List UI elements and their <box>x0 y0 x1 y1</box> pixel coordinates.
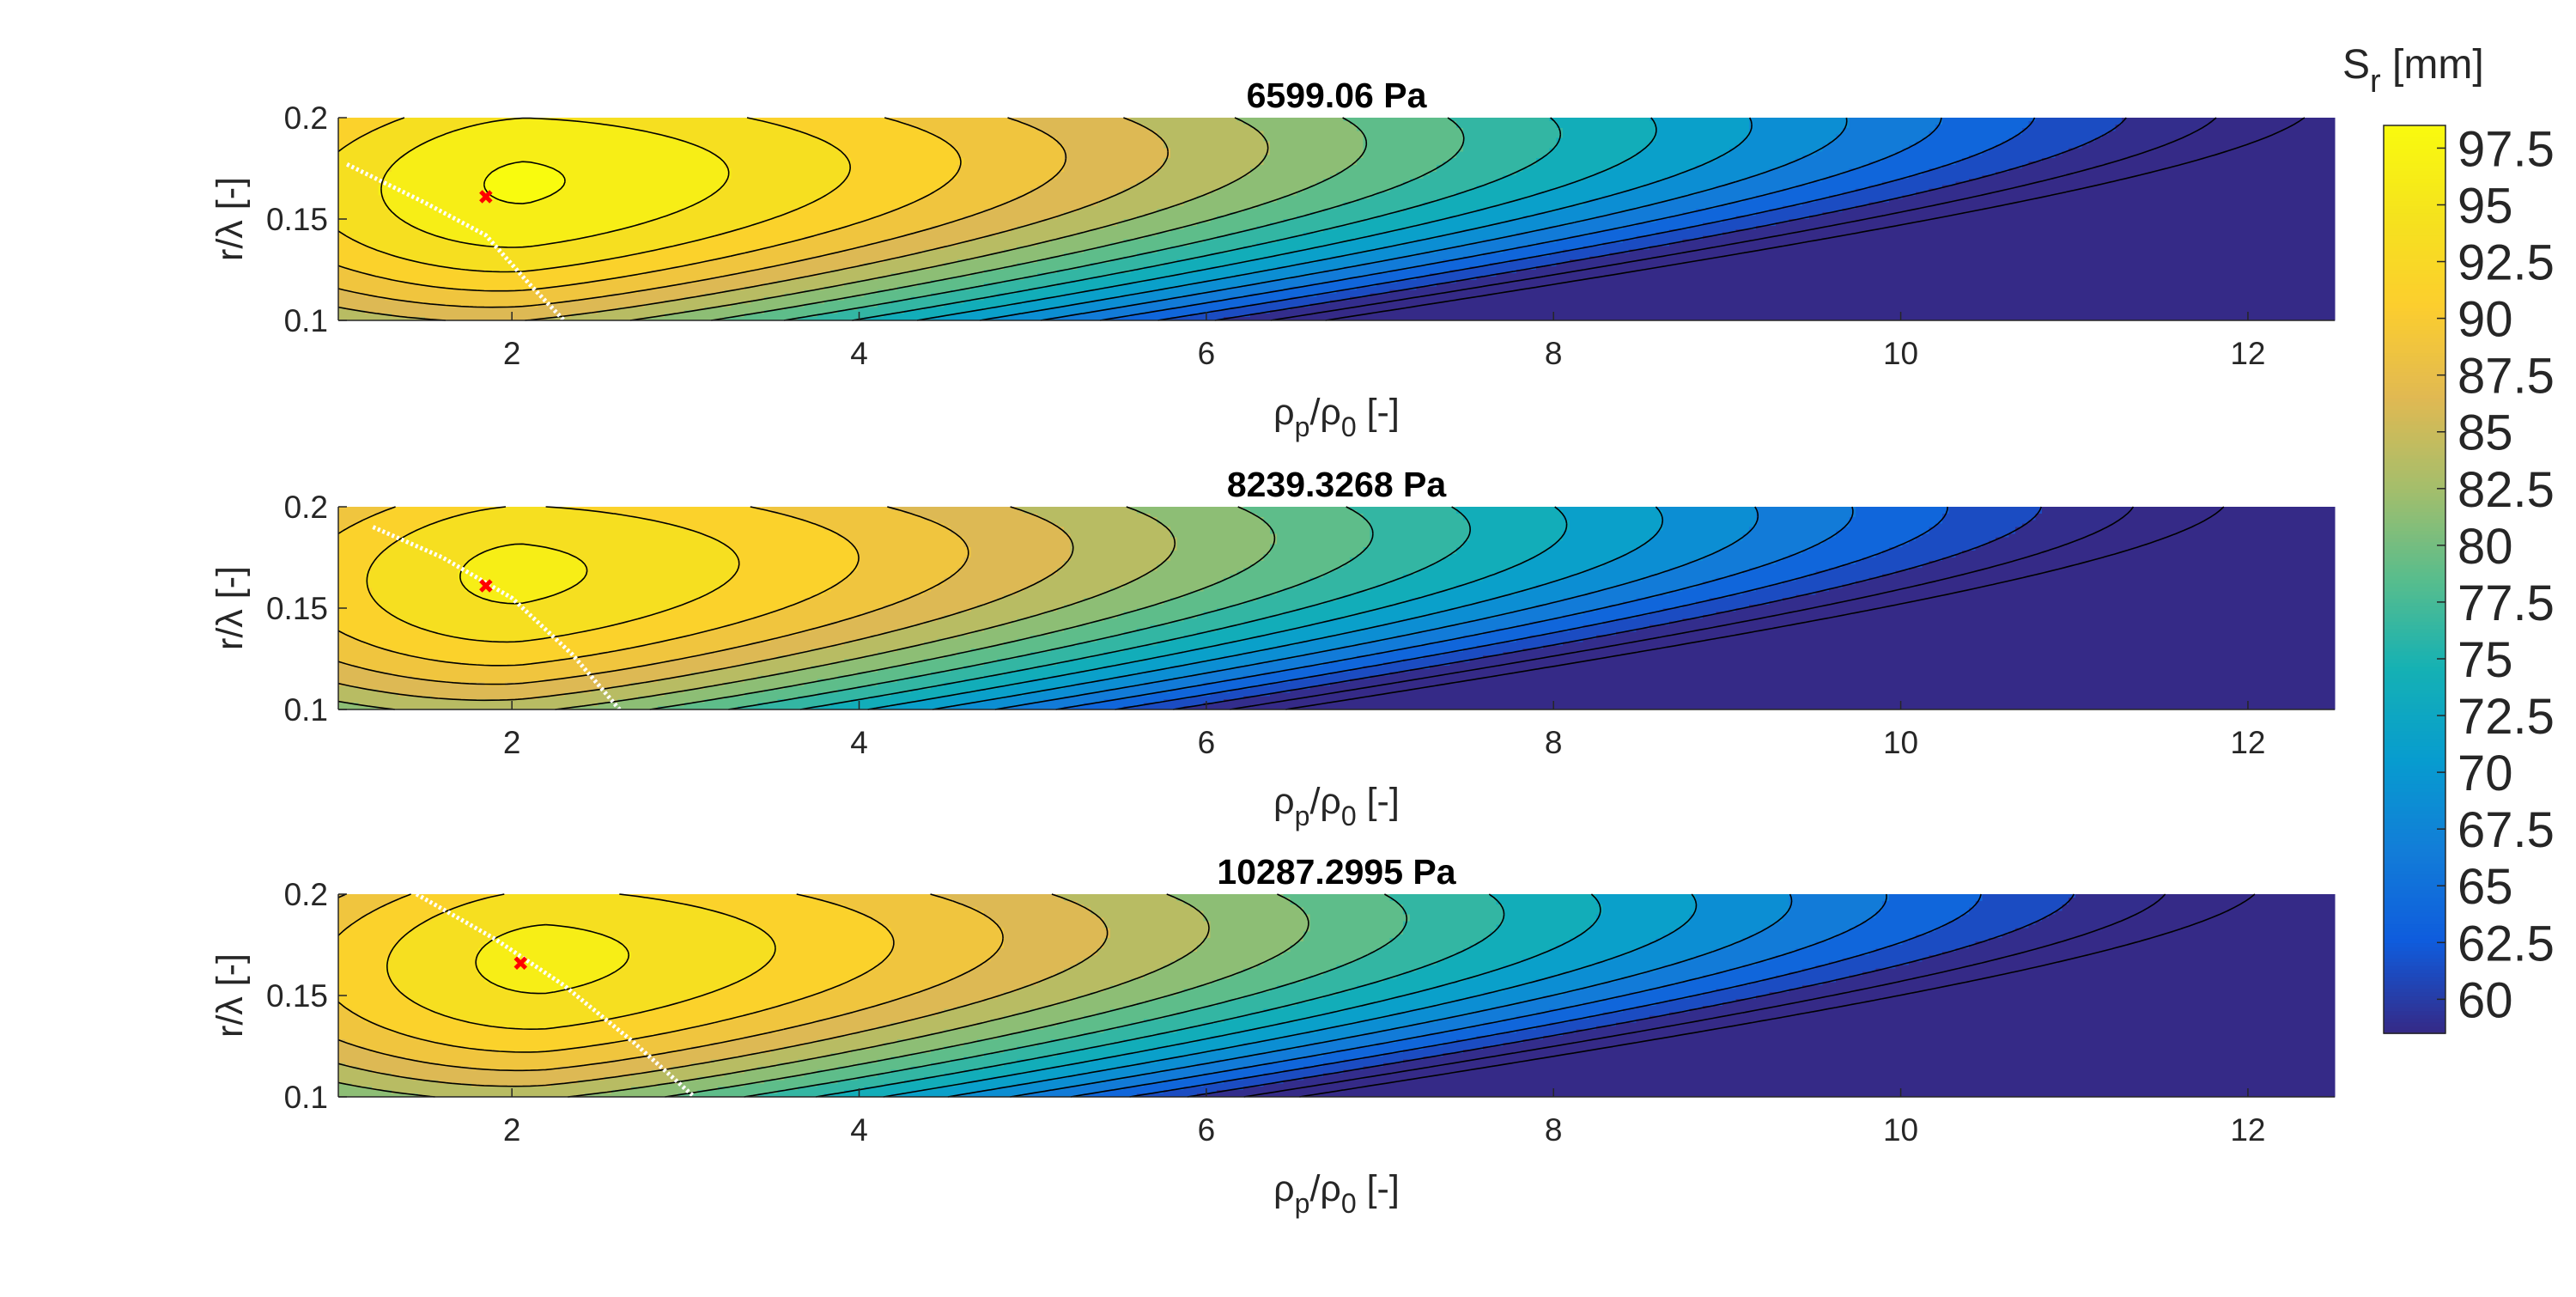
y-axis-label: r/λ [-] <box>210 953 251 1038</box>
colorbar-tick-label: 70 <box>2458 746 2513 801</box>
x-tick-label: 2 <box>503 725 521 760</box>
contour-fill <box>338 118 2336 321</box>
colorbar-tick-label: 80 <box>2458 519 2513 575</box>
colorbar-tick-label: 95 <box>2458 178 2513 234</box>
x-axis-label: ρp/ρ0 [-] <box>1273 392 1400 442</box>
colorbar-tick-label: 87.5 <box>2458 349 2555 405</box>
x-axis-label: ρp/ρ0 [-] <box>1273 1168 1400 1219</box>
y-tick-label: 0.2 <box>284 877 328 912</box>
colorbar-segment <box>2384 125 2445 130</box>
x-tick-label: 12 <box>2230 725 2265 760</box>
x-tick-label: 6 <box>1198 725 1216 760</box>
y-tick-label: 0.15 <box>266 978 328 1014</box>
x-tick-label: 12 <box>2230 1112 2265 1148</box>
y-axis-label: r/λ [-] <box>210 566 251 650</box>
colorbar-tick-label: 90 <box>2458 292 2513 348</box>
colorbar-tick-label: 77.5 <box>2458 575 2555 631</box>
x-axis-label: ρp/ρ0 [-] <box>1273 781 1400 831</box>
y-tick-label: 0.1 <box>284 692 328 728</box>
x-tick-label: 4 <box>850 725 868 760</box>
contour-fill <box>338 894 2336 1098</box>
y-tick-label: 0.1 <box>284 1080 328 1115</box>
colorbar-tick-label: 75 <box>2458 632 2513 688</box>
x-tick-label: 4 <box>850 336 868 371</box>
x-tick-label: 10 <box>1883 1112 1918 1148</box>
colorbar-tick-label: 60 <box>2458 972 2513 1028</box>
panel-title: 10287.2995 Pa <box>1217 852 1456 892</box>
contour-panel-3: 10287.2995 Pa 2 4 6 8 10 12 0.1 0.15 0.2 ρp/ρ0 [-]… <box>210 852 2336 1219</box>
colorbar-tick-label: 67.5 <box>2458 802 2555 858</box>
contour-panel-2: 8239.3268 Pa 2 4 6 8 10 12 0.1 0.15 0.2 ρp/ρ0 [-] r… <box>210 465 2336 831</box>
colorbar: 97.59592.59087.58582.58077.57572.57067.5… <box>2342 42 2555 1034</box>
x-tick-label: 10 <box>1883 725 1918 760</box>
x-tick-label: 2 <box>503 1112 521 1148</box>
colorbar-tick-label: 92.5 <box>2458 235 2555 291</box>
colorbar-title: Sr [mm] <box>2342 42 2484 100</box>
y-tick-label: 0.2 <box>284 490 328 525</box>
x-tick-label: 2 <box>503 336 521 371</box>
x-tick-label: 10 <box>1883 336 1918 371</box>
x-tick-label: 12 <box>2230 336 2265 371</box>
colorbar-tick-label: 82.5 <box>2458 462 2555 518</box>
y-axis-label: r/λ [-] <box>210 177 251 261</box>
x-tick-label: 6 <box>1198 336 1216 371</box>
x-tick-label: 4 <box>850 1112 868 1148</box>
panel-title: 6599.06 Pa <box>1247 76 1428 115</box>
x-tick-label: 8 <box>1545 336 1563 371</box>
colorbar-tick-label: 85 <box>2458 405 2513 461</box>
x-tick-label: 6 <box>1198 1112 1216 1148</box>
colorbar-tick-label: 65 <box>2458 859 2513 915</box>
colorbar-tick-label: 62.5 <box>2458 916 2555 971</box>
y-tick-label: 0.2 <box>284 100 328 136</box>
contour-fill <box>338 507 2336 710</box>
y-tick-label: 0.15 <box>266 202 328 237</box>
x-tick-label: 8 <box>1545 725 1563 760</box>
colorbar-tick-label: 97.5 <box>2458 121 2555 177</box>
panel-title: 8239.3268 Pa <box>1227 465 1448 504</box>
y-tick-label: 0.15 <box>266 591 328 626</box>
contour-panel-1: 6599.06 Pa 2 4 6 8 10 12 0.1 0.15 0.2 ρp/ρ0 [-] r/λ… <box>210 76 2336 442</box>
colorbar-tick-label: 72.5 <box>2458 689 2555 745</box>
x-tick-label: 8 <box>1545 1112 1563 1148</box>
y-tick-label: 0.1 <box>284 303 328 338</box>
